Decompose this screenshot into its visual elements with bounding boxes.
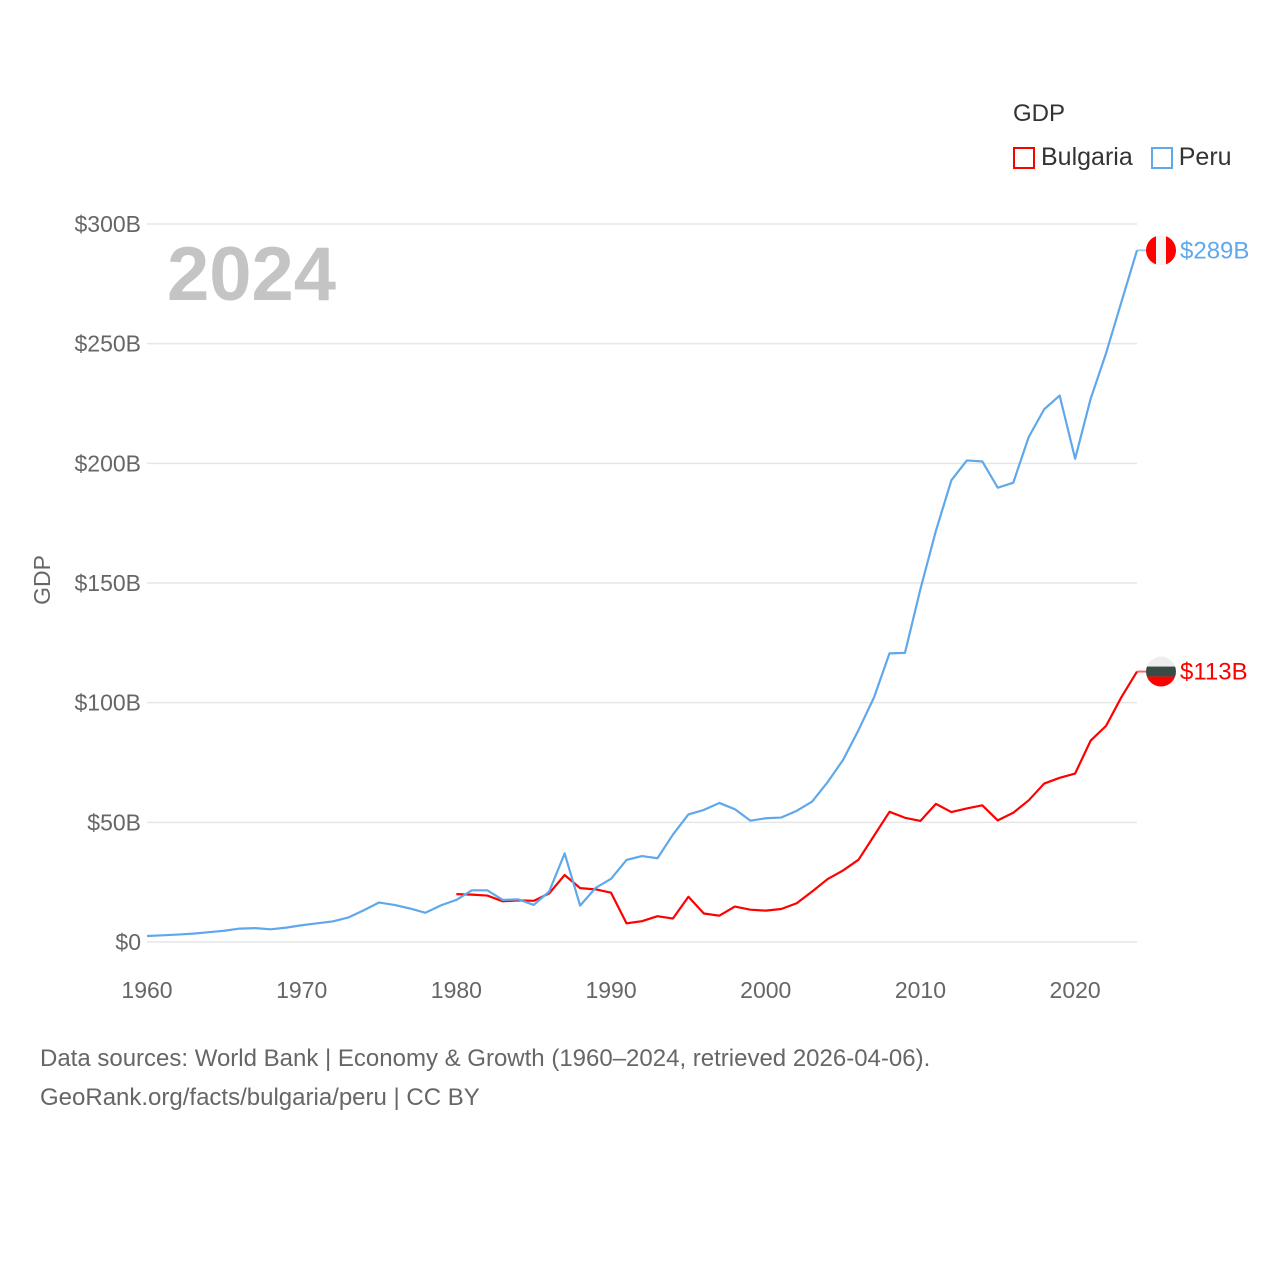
x-tick-label: 1970: [276, 977, 327, 1003]
y-tick-label: $50B: [87, 809, 141, 835]
series-line-bulgaria: [456, 670, 1138, 925]
legend-item-bulgaria[interactable]: Bulgaria: [1013, 143, 1133, 172]
peru-flag-icon: [1146, 235, 1176, 266]
x-tick-label: 2000: [740, 977, 791, 1003]
footer-sources: Data sources: World Bank | Economy & Gro…: [40, 1045, 931, 1072]
x-tick-label: 1980: [431, 977, 482, 1003]
y-tick-label: $200B: [74, 450, 141, 476]
bulgaria-flag-icon: [1146, 656, 1176, 687]
legend-label-bulgaria: Bulgaria: [1041, 143, 1133, 171]
year-label: 2024: [167, 232, 336, 317]
legend-swatch-peru: [1150, 146, 1173, 169]
x-tick-label: 1990: [585, 977, 636, 1003]
y-tick-label: $150B: [74, 570, 141, 596]
x-tick-label: 2010: [895, 977, 946, 1003]
y-tick-label: $250B: [74, 331, 141, 357]
legend-title: GDP: [1013, 100, 1066, 127]
footer-attribution: GeoRank.org/facts/bulgaria/peru | CC BY: [40, 1084, 480, 1111]
legend-swatch-bulgaria: [1013, 146, 1035, 169]
end-value-label-bulgaria: $113B: [1180, 659, 1248, 686]
y-tick-label: $100B: [74, 690, 141, 716]
legend-label-peru: Peru: [1178, 143, 1232, 171]
legend-item-peru[interactable]: Peru: [1150, 143, 1232, 172]
y-axis-label: GDP: [29, 555, 55, 605]
end-value-label-peru: $289B: [1180, 237, 1249, 264]
x-tick-label: 2020: [1050, 977, 1101, 1003]
x-tick-label: 1960: [121, 977, 172, 1003]
y-tick-label: $300B: [74, 211, 141, 237]
y-tick-label: $0: [115, 929, 141, 955]
series-line-peru: [146, 250, 1139, 938]
legend: Bulgaria Peru: [1013, 143, 1232, 172]
